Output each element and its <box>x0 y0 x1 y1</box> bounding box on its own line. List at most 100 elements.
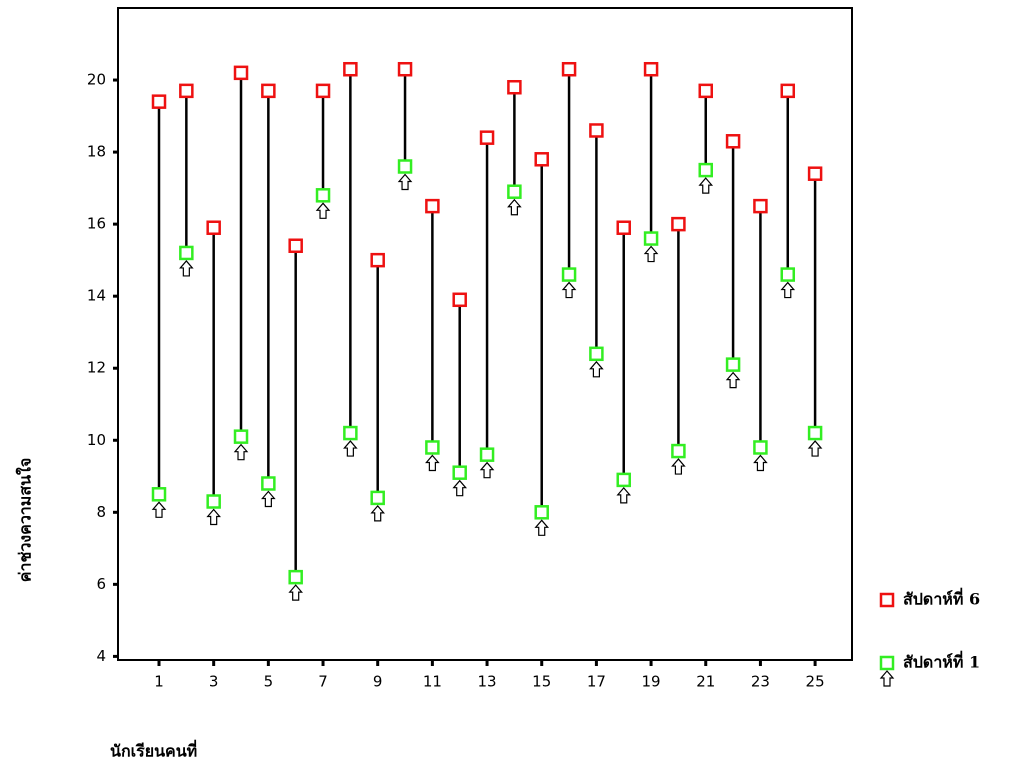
arrow-marker <box>397 173 413 191</box>
week6-point <box>151 94 167 109</box>
week6-point <box>397 61 413 77</box>
week1-point <box>780 267 796 282</box>
x-tick-label: 13 <box>478 673 497 691</box>
arrow-marker <box>589 360 604 378</box>
y-tick-label: 10 <box>87 431 106 449</box>
arrow-marker <box>698 177 714 194</box>
week6-point <box>589 123 604 138</box>
legend-swatch <box>879 592 895 608</box>
week6-point <box>233 65 249 81</box>
week1-point <box>479 447 495 462</box>
week6-point <box>288 238 303 253</box>
week6-point <box>315 83 331 99</box>
week6-point <box>425 198 440 214</box>
week6-point <box>179 83 194 99</box>
week6-point <box>671 216 686 232</box>
y-tick-label: 8 <box>96 503 106 521</box>
week1-point <box>452 465 467 480</box>
x-tick-label: 1 <box>154 673 164 691</box>
arrow-marker <box>288 584 303 601</box>
x-tick-label: 15 <box>532 673 551 691</box>
week1-point <box>807 425 823 441</box>
legend-label: สัปดาห์ที่ 1 <box>903 651 980 672</box>
y-tick-label: 12 <box>87 359 106 377</box>
week6-point <box>507 79 522 95</box>
y-tick-label: 4 <box>96 647 106 665</box>
week6-point <box>370 252 385 268</box>
y-tick-label: 14 <box>87 287 106 305</box>
x-axis-label: นักเรียนคนที่ <box>110 740 197 761</box>
plot-frame <box>117 7 853 661</box>
arrow-marker <box>780 281 796 299</box>
week1-point <box>725 357 741 372</box>
legend-label: สัปดาห์ที่ 6 <box>903 588 980 609</box>
x-tick-label: 21 <box>696 673 715 691</box>
arrow-marker <box>179 260 194 277</box>
week1-point <box>425 440 440 455</box>
week1-point <box>370 490 385 506</box>
week1-point <box>698 162 713 178</box>
x-tick-label: 7 <box>318 673 328 691</box>
week1-point <box>589 346 604 362</box>
arrow-marker <box>479 461 495 479</box>
week1-point <box>343 425 358 441</box>
arrow-marker <box>343 440 358 457</box>
week1-point <box>643 231 659 246</box>
arrow-marker <box>261 490 276 508</box>
x-tick-label: 5 <box>264 673 274 691</box>
arrow-marker <box>807 440 823 457</box>
week1-point <box>561 267 577 282</box>
week6-point <box>206 220 221 235</box>
x-tick-label: 19 <box>642 673 661 691</box>
arrow-marker <box>534 519 550 536</box>
week6-point <box>616 220 631 235</box>
y-axis-label: ค่าช่วงความสนใจ <box>16 458 35 582</box>
week6-point <box>725 134 741 149</box>
arrow-marker <box>370 504 386 522</box>
week1-point <box>753 440 768 455</box>
arrow-marker <box>616 486 632 504</box>
week6-point <box>643 61 659 77</box>
week6-point <box>343 61 358 77</box>
week1-point <box>315 188 331 203</box>
week1-point <box>288 569 303 585</box>
week1-point <box>397 159 413 174</box>
week6-point <box>698 83 713 99</box>
week6-point <box>780 83 796 99</box>
week1-point <box>233 429 249 444</box>
week6-point <box>807 166 823 181</box>
arrow-marker <box>753 454 768 472</box>
week6-point <box>479 130 495 145</box>
week1-point <box>507 184 522 199</box>
arrow-marker <box>151 501 167 518</box>
week6-point <box>452 292 467 308</box>
arrow-marker <box>879 670 895 687</box>
y-tick-label: 18 <box>87 143 106 161</box>
arrow-marker <box>425 454 440 472</box>
arrow-marker <box>671 458 686 475</box>
y-tick-label: 20 <box>87 71 106 89</box>
legend-swatch <box>879 655 895 671</box>
week6-point <box>534 152 549 167</box>
arrow-marker <box>315 202 331 219</box>
week6-point <box>753 198 768 214</box>
arrow-marker <box>452 479 468 497</box>
arrow-marker <box>507 198 522 216</box>
arrow-marker <box>725 371 741 389</box>
x-tick-label: 25 <box>806 673 825 691</box>
week1-point <box>534 505 549 520</box>
x-tick-label: 17 <box>587 673 606 691</box>
arrow-marker <box>233 443 249 461</box>
week6-point <box>261 83 276 99</box>
arrow-marker <box>561 281 577 299</box>
x-tick-label: 9 <box>373 673 383 691</box>
x-tick-label: 11 <box>423 673 442 691</box>
y-tick-label: 16 <box>87 215 106 233</box>
arrow-marker <box>206 508 221 526</box>
week1-point <box>261 476 276 491</box>
week1-point <box>616 472 631 488</box>
y-tick-label: 6 <box>96 575 106 593</box>
week1-point <box>179 245 194 261</box>
week1-point <box>151 487 167 502</box>
